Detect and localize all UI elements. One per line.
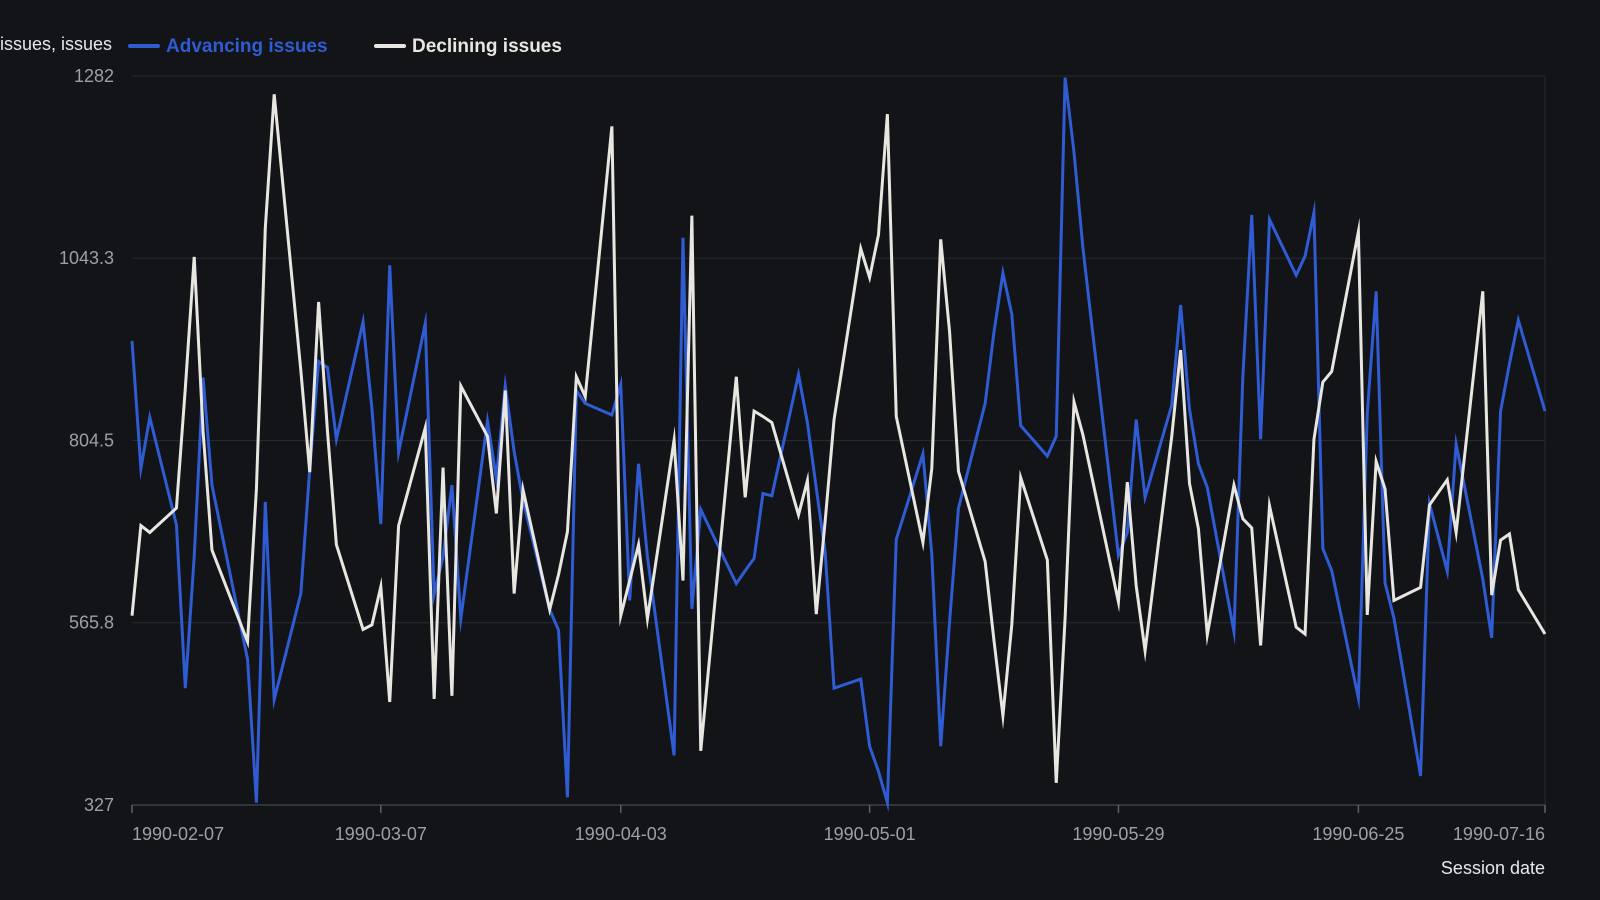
y-tick-label: 565.8 [69, 613, 114, 633]
x-tick-label: 1990-07-16 [1453, 824, 1545, 844]
x-axis-title: Session date [1441, 858, 1545, 878]
y-tick-label: 804.5 [69, 431, 114, 451]
legend-label-declining: Declining issues [412, 36, 562, 57]
x-tick-label: 1990-02-07 [132, 824, 224, 844]
x-axis: 1990-02-07 1990-03-07 1990-04-03 1990-05-01… [131, 804, 1546, 844]
x-tick-label: 1990-05-29 [1072, 824, 1164, 844]
legend-item-advancing[interactable]: Advancing issues [128, 36, 328, 57]
series-line-declining [130, 94, 1547, 783]
x-tick-label: 1990-05-01 [824, 824, 916, 844]
legend: issues, issues Advancing issues Declinin… [0, 34, 562, 57]
x-tick-label: 1990-04-03 [575, 824, 667, 844]
legend-item-declining[interactable]: Declining issues [374, 36, 562, 57]
legend-label-advancing: Advancing issues [166, 36, 328, 57]
x-tick-label: 1990-06-25 [1312, 824, 1404, 844]
y-axis: 1282 1043.3 804.5 565.8 327 [59, 66, 114, 815]
y-tick-label: 1043.3 [59, 248, 114, 268]
series-line-advancing [130, 77, 1547, 813]
y-axis-title: issues, issues [0, 34, 112, 54]
x-tick-label: 1990-03-07 [335, 824, 427, 844]
y-tick-label: 327 [84, 795, 114, 815]
series-layer [130, 77, 1547, 813]
y-tick-label: 1282 [74, 66, 114, 86]
